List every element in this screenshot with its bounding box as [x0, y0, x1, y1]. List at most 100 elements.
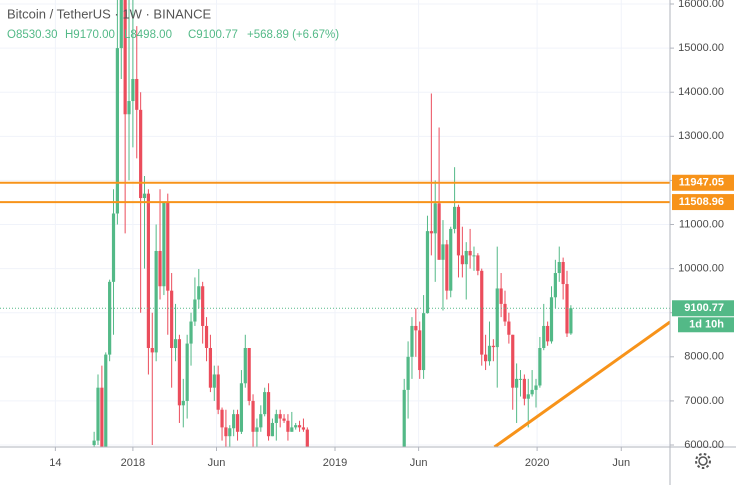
candle-body [511, 334, 515, 388]
candle-body [418, 330, 422, 371]
candle-body [557, 261, 561, 274]
ohlc-low: L8498.00 [124, 29, 172, 41]
candle-body [232, 414, 236, 429]
countdown-label: 1d 10h [689, 319, 724, 331]
candle-body [476, 255, 480, 271]
candle-body [154, 250, 158, 353]
candle-body [464, 250, 468, 265]
candle-body [251, 400, 255, 432]
candle-body [150, 347, 154, 353]
candle-body [131, 78, 135, 102]
candle-body [115, 48, 119, 214]
candle-body [561, 261, 565, 285]
candle-body [499, 288, 503, 304]
candle-body [146, 193, 150, 348]
plot-area [0, 0, 670, 447]
candle-body [263, 392, 267, 415]
candle-body [166, 202, 170, 291]
candle-body [421, 313, 426, 371]
candle-body [201, 286, 205, 326]
candle-body [216, 374, 220, 410]
last-price-label: 9100.77 [684, 302, 724, 314]
candle-body [406, 356, 410, 390]
y-tick-label: 16000.00 [678, 0, 724, 10]
candle-body [243, 347, 247, 384]
candle-body [189, 321, 193, 344]
candle-body [515, 378, 519, 388]
price-axis-bg [670, 0, 736, 485]
candle-body [503, 303, 507, 322]
candle-body [456, 206, 461, 256]
x-tick-label: 14 [49, 457, 61, 469]
candle-body [534, 385, 538, 390]
candle-body [301, 427, 306, 430]
candle-body [425, 231, 430, 314]
candle-body [414, 325, 418, 331]
candle-body [460, 255, 464, 265]
countdown-bg [678, 317, 734, 333]
candle-body [119, 0, 123, 49]
y-tick-label: 7000.00 [684, 395, 724, 407]
candle-body [410, 325, 414, 357]
candle-body [135, 78, 139, 110]
candle-body [162, 202, 166, 287]
candle-body [173, 339, 178, 348]
y-tick-label: 11000.00 [679, 218, 724, 230]
x-tick-label: 2020 [525, 457, 549, 469]
candle-body [278, 414, 282, 419]
y-tick-label: 8000.00 [684, 351, 724, 363]
x-tick-label: 2019 [323, 457, 347, 469]
candle-body [480, 270, 484, 355]
candle-body [282, 418, 286, 421]
candle-body [127, 101, 131, 115]
y-tick-label: 14000.00 [678, 86, 724, 98]
candle-body [518, 378, 523, 380]
candle-body [495, 288, 499, 348]
level-label-bg [672, 174, 734, 191]
candle-body [158, 250, 162, 287]
grid [0, 0, 670, 447]
candle-body [239, 383, 244, 432]
candle-body [270, 422, 275, 437]
axes: 6000.007000.008000.009000.0010000.001100… [49, 0, 734, 469]
gear[interactable] [698, 456, 708, 466]
y-tick-label: 15000.00 [678, 42, 724, 54]
candle-body [224, 427, 228, 437]
candle-body [453, 206, 457, 229]
candle-body [142, 193, 147, 199]
candle-body [108, 281, 112, 355]
candle-body [437, 203, 441, 260]
y-tick-label: 13000.00 [678, 130, 724, 142]
candle-body [507, 321, 511, 335]
level-label-bg [672, 194, 734, 211]
candle-body [100, 387, 104, 447]
candle-body [139, 109, 143, 199]
candle-body [569, 308, 573, 334]
candle-body [286, 420, 290, 432]
candle-body [429, 231, 433, 234]
ohlc-close: C9100.77 [188, 29, 238, 41]
gear-teeth[interactable] [695, 453, 711, 469]
candle-body [197, 286, 201, 300]
candle-body [181, 400, 185, 406]
candle-body [170, 290, 174, 348]
candle-body [228, 428, 232, 437]
candle-body [111, 213, 116, 282]
x-tick-label: Jun [410, 457, 428, 469]
y-tick-label: 10000.00 [678, 263, 724, 275]
x-tick-label: Jun [612, 457, 630, 469]
candle-body [530, 389, 534, 395]
candle-body [177, 339, 182, 406]
candle-body [266, 392, 271, 437]
candle-body [247, 347, 251, 401]
candle-body [212, 374, 216, 388]
x-tick-label: 2018 [121, 457, 145, 469]
candle-body [220, 409, 224, 428]
candle-body [104, 354, 108, 447]
candle-body [185, 343, 189, 401]
candle-body [259, 414, 263, 428]
candle-body [441, 244, 445, 260]
time-axis-bg [0, 447, 670, 485]
settings-icon[interactable] [695, 453, 711, 469]
